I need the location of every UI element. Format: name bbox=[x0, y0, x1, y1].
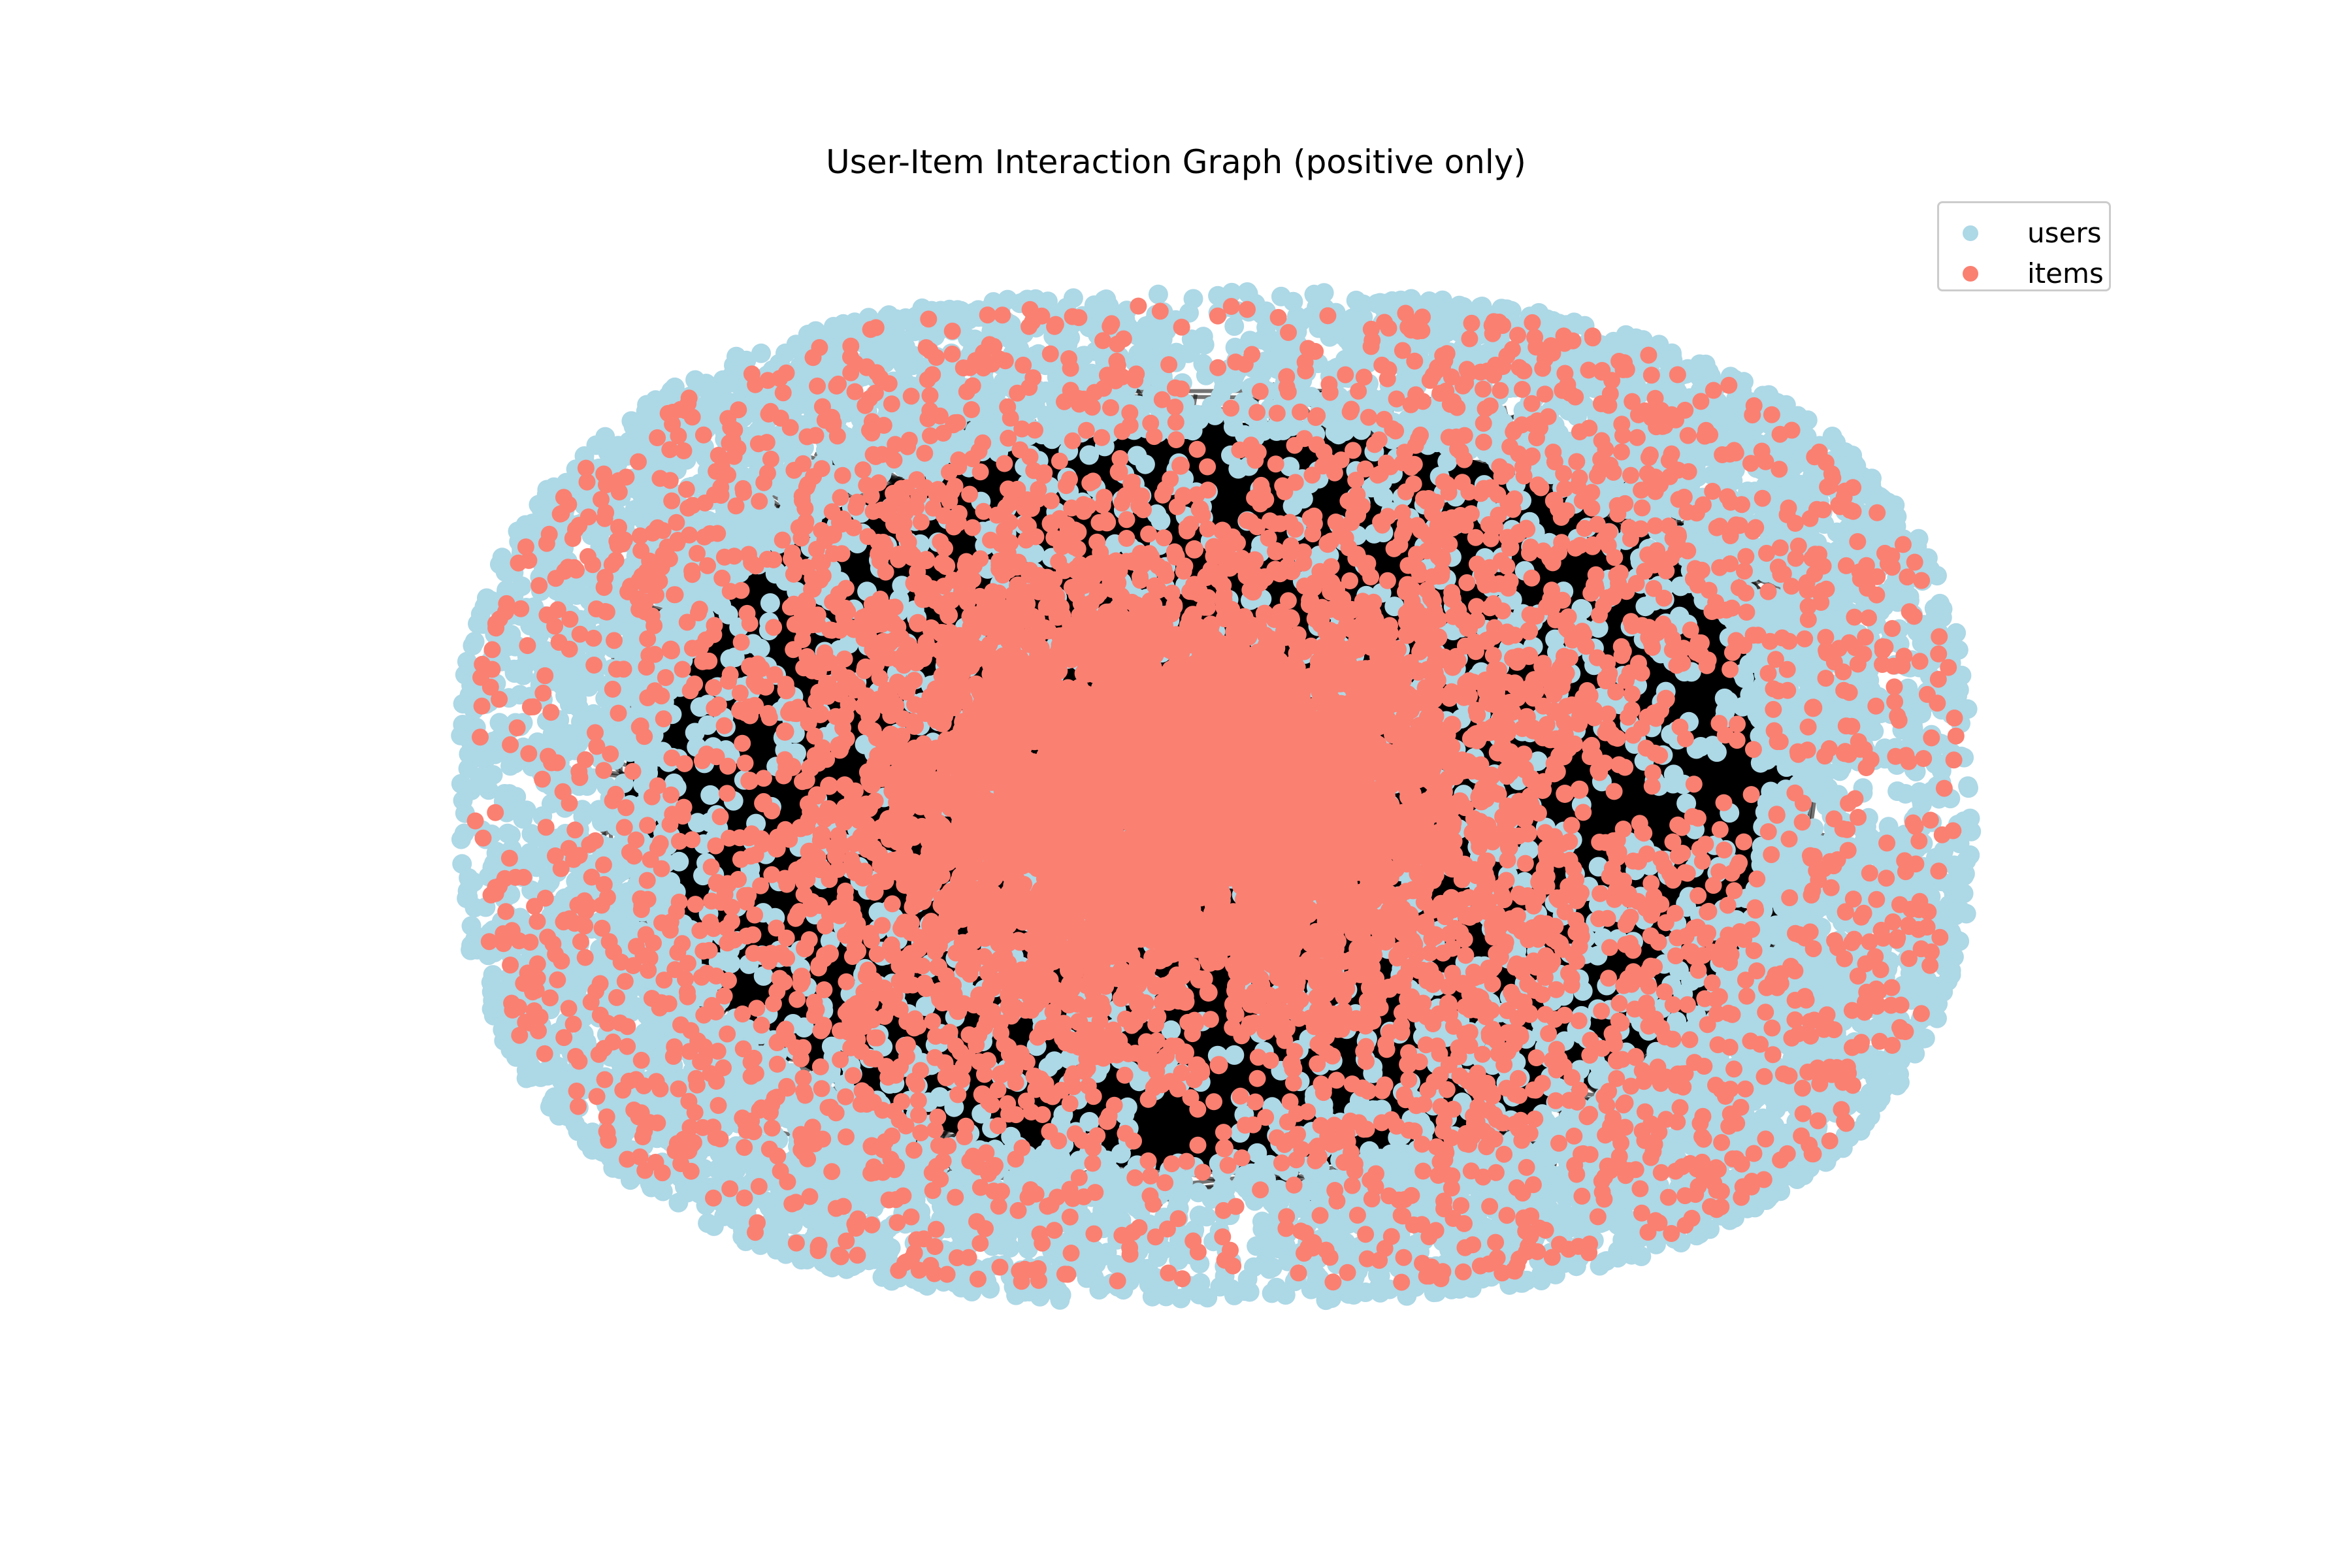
edge bbox=[1484, 780, 1708, 831]
edge bbox=[1612, 616, 1637, 655]
edge bbox=[1387, 602, 1771, 732]
user-node bbox=[1266, 1277, 1286, 1298]
user-node bbox=[753, 966, 774, 986]
user-node bbox=[700, 785, 721, 805]
